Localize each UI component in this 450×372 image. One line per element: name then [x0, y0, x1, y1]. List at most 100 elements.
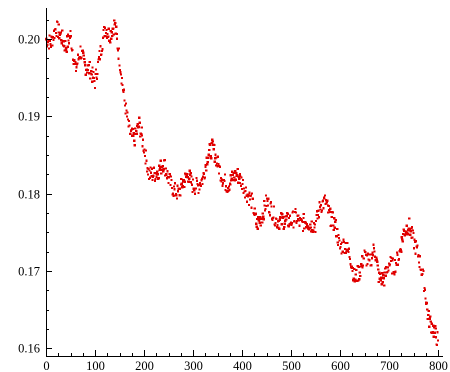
data-point	[351, 270, 354, 273]
data-point	[138, 116, 141, 119]
data-point	[294, 211, 298, 214]
data-point	[103, 26, 106, 29]
data-point	[259, 216, 262, 219]
data-point	[377, 268, 380, 271]
data-point	[207, 153, 210, 156]
data-point	[187, 180, 190, 183]
data-point	[117, 57, 120, 60]
data-point	[337, 244, 340, 247]
data-point	[396, 253, 399, 256]
data-point	[418, 265, 421, 269]
data-point	[229, 183, 232, 186]
data-point	[406, 232, 409, 235]
data-point	[93, 76, 96, 79]
data-point	[55, 34, 58, 38]
data-point	[133, 144, 136, 147]
data-point	[400, 250, 403, 253]
data-point	[197, 191, 200, 194]
data-point	[102, 29, 105, 32]
data-point	[80, 56, 83, 59]
data-point	[92, 70, 95, 73]
data-point	[78, 57, 81, 60]
data-point	[335, 235, 338, 238]
data-point	[402, 232, 405, 236]
data-point	[205, 169, 208, 172]
data-point	[387, 266, 390, 269]
data-point	[297, 214, 300, 217]
data-point	[394, 270, 397, 273]
data-point	[200, 177, 203, 180]
data-point	[104, 34, 107, 38]
data-point	[413, 238, 416, 241]
data-point	[145, 149, 148, 152]
data-point	[109, 29, 112, 32]
data-point	[119, 69, 122, 72]
data-point	[165, 173, 168, 176]
data-point	[390, 272, 394, 275]
data-point	[404, 230, 407, 233]
data-point	[200, 179, 203, 182]
data-point	[237, 175, 240, 178]
data-point	[166, 170, 169, 173]
data-point	[426, 317, 429, 320]
data-point	[234, 170, 237, 173]
data-point	[280, 223, 283, 226]
data-point	[256, 227, 259, 230]
data-point	[341, 250, 345, 253]
data-point	[118, 64, 121, 67]
data-point	[123, 104, 127, 107]
data-point	[131, 127, 134, 131]
data-point	[406, 233, 409, 236]
data-point	[68, 34, 71, 37]
data-point	[313, 222, 316, 225]
data-point	[363, 257, 366, 260]
data-point	[416, 255, 420, 258]
data-point	[201, 175, 204, 178]
data-point	[433, 326, 436, 329]
data-point	[302, 212, 305, 216]
data-point	[384, 267, 387, 270]
data-point	[382, 274, 385, 277]
data-point	[255, 225, 258, 228]
data-point	[115, 25, 118, 28]
data-point	[46, 43, 49, 46]
data-point	[305, 222, 308, 226]
data-point	[268, 211, 271, 214]
data-point	[143, 151, 146, 154]
data-point	[371, 254, 374, 257]
data-point	[135, 132, 138, 135]
data-point	[97, 56, 101, 59]
data-point	[194, 187, 198, 190]
data-point	[248, 198, 251, 201]
data-point	[310, 220, 313, 223]
data-point	[339, 245, 342, 248]
data-point	[172, 185, 176, 188]
data-point	[74, 61, 77, 64]
data-point	[244, 186, 248, 189]
data-point	[93, 79, 96, 83]
data-point	[51, 44, 54, 47]
data-point	[290, 223, 293, 226]
x-tick-label: 500	[282, 359, 301, 372]
data-point	[362, 264, 365, 267]
data-point	[88, 72, 91, 75]
data-point	[415, 246, 419, 249]
data-point	[190, 181, 193, 184]
data-point	[383, 271, 386, 274]
data-point	[109, 41, 112, 44]
data-point	[316, 213, 320, 217]
data-point	[428, 325, 431, 328]
data-point	[271, 218, 274, 221]
data-point	[209, 143, 212, 146]
data-point	[91, 80, 94, 83]
data-point	[282, 228, 285, 231]
data-point	[83, 61, 86, 64]
data-point	[266, 199, 269, 202]
data-point	[113, 23, 116, 26]
data-point	[320, 210, 323, 214]
data-point	[396, 263, 399, 266]
data-point	[223, 179, 226, 182]
data-point	[130, 129, 133, 132]
data-point	[66, 45, 69, 48]
data-point	[349, 263, 352, 266]
